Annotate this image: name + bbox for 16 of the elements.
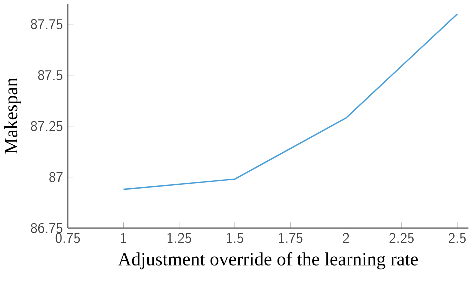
x-axis-title: Adjustment override of the learning rate: [118, 252, 418, 270]
y-tick-label: 86.75: [31, 223, 63, 234]
x-tick-label: 1.75: [279, 233, 303, 244]
y-tick-label: 87.5: [38, 70, 63, 80]
y-tick-label: 87.25: [31, 121, 63, 132]
x-tick-label: 2: [343, 233, 350, 243]
y-axis-title: Makespan: [4, 78, 22, 154]
x-tick-label: 1.5: [227, 233, 244, 244]
x-tick-label: 1.25: [168, 233, 192, 244]
x-tick-label: 1: [121, 233, 126, 243]
x-tick-label: 2.25: [390, 233, 414, 244]
line-series: [123, 14, 458, 190]
y-tick-label: 87.75: [31, 19, 63, 30]
x-tick-label: 0.75: [56, 233, 80, 244]
y-tick-label: 87: [50, 172, 63, 182]
x-tick-label: 2.5: [448, 233, 466, 244]
